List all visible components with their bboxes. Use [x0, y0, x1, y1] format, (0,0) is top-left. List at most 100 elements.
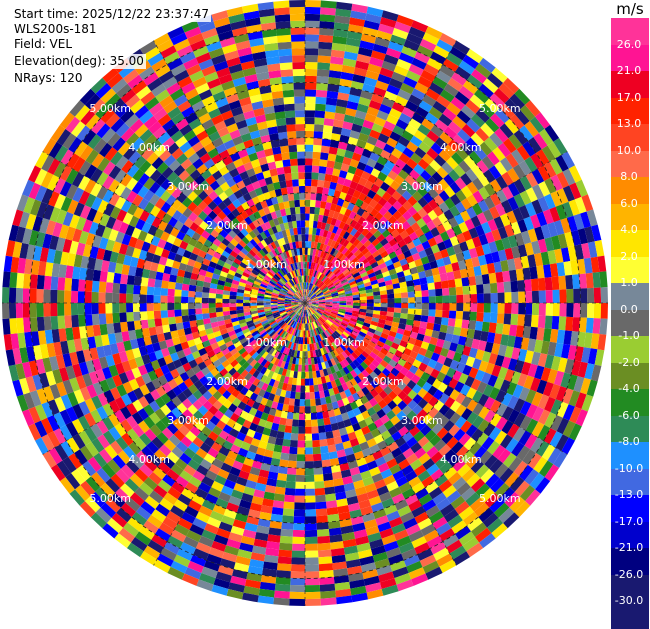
velocity-bin — [381, 303, 388, 307]
velocity-bin — [283, 509, 295, 517]
velocity-bin — [305, 193, 311, 200]
velocity-bin — [112, 303, 119, 313]
velocity-bin — [92, 303, 99, 314]
velocity-bin — [168, 310, 175, 318]
velocity-bin — [188, 303, 195, 309]
velocity-bin — [160, 303, 167, 311]
velocity-bin — [127, 275, 135, 285]
velocity-bin — [401, 308, 408, 314]
velocity-bin — [436, 296, 443, 303]
velocity-bin — [236, 303, 243, 307]
velocity-bin — [127, 321, 135, 331]
velocity-bin — [305, 372, 309, 379]
velocity-bin — [313, 447, 321, 455]
velocity-bin — [303, 344, 306, 351]
velocity-bin — [305, 165, 312, 172]
velocity-bin — [274, 591, 290, 599]
velocity-bin — [434, 317, 442, 325]
velocity-bin — [274, 445, 283, 453]
velocity-bin — [305, 34, 319, 41]
velocity-bin — [223, 294, 230, 299]
velocity-bin — [407, 314, 415, 320]
velocity-bin — [275, 584, 290, 592]
velocity-bin — [57, 316, 65, 329]
velocity-bin — [316, 502, 327, 510]
velocity-bin — [573, 303, 580, 317]
velocity-bin — [305, 14, 320, 21]
velocity-bin — [189, 315, 197, 322]
velocity-bin — [305, 344, 308, 351]
velocity-bin — [78, 279, 86, 291]
velocity-bin — [428, 310, 435, 317]
velocity-bin — [290, 585, 305, 592]
velocity-bin — [23, 288, 30, 303]
velocity-bin — [374, 295, 381, 299]
velocity-bin — [305, 578, 320, 585]
velocity-bin — [320, 152, 329, 160]
velocity-bin — [525, 291, 532, 303]
velocity-bin — [287, 412, 294, 420]
velocity-bin — [524, 315, 532, 327]
velocity-bin — [223, 307, 230, 312]
velocity-bin — [318, 49, 332, 57]
velocity-bin — [319, 21, 334, 29]
velocity-bin — [346, 303, 353, 306]
velocity-bin — [175, 316, 183, 324]
velocity-bin — [491, 293, 498, 303]
velocity-bin — [296, 468, 305, 475]
velocity-bin — [315, 488, 326, 496]
velocity-bin — [9, 288, 16, 304]
velocity-bin — [113, 322, 121, 333]
velocity-bin — [579, 274, 587, 289]
velocity-bin — [243, 303, 250, 306]
velocity-bin — [305, 475, 314, 482]
velocity-bin — [305, 7, 321, 14]
velocity-bin — [367, 296, 374, 300]
velocity-bin — [511, 292, 518, 303]
velocity-bin — [161, 288, 168, 296]
velocity-bin — [273, 598, 289, 606]
velocity-bin — [278, 466, 288, 474]
velocity-bin — [586, 318, 594, 333]
velocity-bin — [287, 467, 296, 475]
velocity-bin — [305, 592, 321, 599]
velocity-bin — [209, 293, 216, 298]
velocity-bin — [283, 502, 294, 510]
velocity-bin — [319, 166, 327, 174]
velocity-bin — [112, 293, 119, 303]
velocity-bin — [408, 303, 415, 309]
velocity-bin — [305, 152, 313, 159]
velocity-bin — [305, 145, 313, 152]
velocity-bin — [484, 293, 491, 303]
velocity-bin — [310, 207, 315, 214]
velocity-bin — [292, 551, 305, 558]
velocity-bin — [322, 132, 332, 140]
velocity-bin — [565, 275, 573, 289]
velocity-bin — [305, 124, 314, 131]
velocity-bin — [511, 303, 518, 314]
velocity-bin — [99, 281, 107, 292]
velocity-bin — [517, 280, 525, 292]
velocity-bin — [429, 296, 436, 303]
velocity-bin — [236, 296, 243, 300]
velocity-bin — [367, 299, 374, 303]
velocity-bin — [305, 220, 309, 227]
velocity-bin — [360, 300, 367, 303]
velocity-bin — [318, 556, 332, 564]
velocity-bin — [296, 475, 305, 482]
velocity-bin — [305, 234, 309, 241]
velocity-bin — [36, 303, 43, 317]
velocity-bin — [305, 117, 315, 124]
velocity-bin — [2, 303, 9, 319]
velocity-bin — [310, 200, 316, 207]
velocity-bin — [305, 427, 312, 434]
velocity-bin — [449, 303, 456, 311]
velocity-bin — [317, 419, 324, 427]
velocity-bin — [305, 537, 318, 544]
velocity-bin — [305, 502, 316, 509]
velocity-bin — [294, 516, 306, 523]
velocity-bin — [313, 152, 321, 160]
velocity-bin — [394, 303, 401, 308]
velocity-bin — [305, 21, 320, 28]
velocity-bin — [299, 413, 305, 420]
